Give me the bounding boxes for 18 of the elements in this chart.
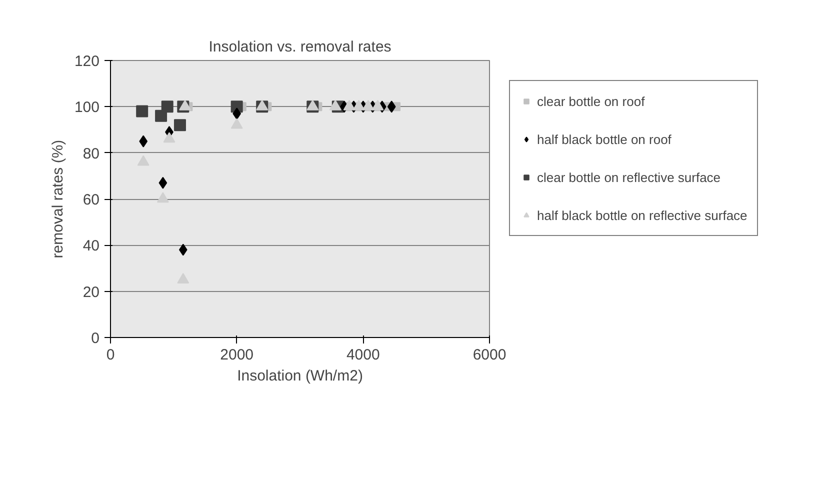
y-tick-label: 40 xyxy=(82,238,100,255)
y-tick-label: 80 xyxy=(82,145,100,162)
legend-label: clear bottle on reflective surface xyxy=(537,170,721,184)
x-tick-label: 2000 xyxy=(220,346,254,364)
x-axis-title: Insolation (Wh/m2) xyxy=(237,368,363,384)
x-tick-label: 4000 xyxy=(346,346,380,364)
y-tick-label: 60 xyxy=(82,192,100,208)
legend-label: half black bottle on roof xyxy=(537,132,672,146)
y-tick-label: 20 xyxy=(82,284,100,301)
y-tick-label: 120 xyxy=(74,53,100,70)
x-tick-label: 0 xyxy=(106,346,115,364)
y-tick-label: 0 xyxy=(91,330,100,347)
legend-label: clear bottle on roof xyxy=(537,94,645,108)
chart-title: Insolation vs. removal rates xyxy=(208,38,392,56)
y-tick-label: 100 xyxy=(74,99,100,116)
legend-label: half black bottle on reflective surface xyxy=(537,208,748,222)
y-axis-title: removal rates (%) xyxy=(49,140,66,258)
x-tick-label: 6000 xyxy=(472,346,506,364)
